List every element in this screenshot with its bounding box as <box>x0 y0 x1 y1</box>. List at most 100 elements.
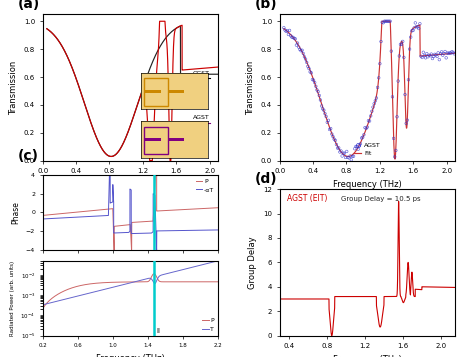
AGST <box>346 153 354 159</box>
X-axis label: Frequency (THz): Frequency (THz) <box>333 180 402 189</box>
Line: Fit: Fit <box>284 21 455 159</box>
AGST <box>333 142 340 147</box>
X-axis label: Frequency (THz): Frequency (THz) <box>96 354 165 357</box>
AGST <box>448 49 456 55</box>
Text: (d): (d) <box>255 172 278 186</box>
AGST <box>292 42 300 48</box>
AGST <box>390 136 397 141</box>
AGST <box>283 28 291 34</box>
Text: AGST (EIT): AGST (EIT) <box>287 194 327 203</box>
AGST <box>327 126 335 131</box>
AGST <box>308 70 315 76</box>
AGST <box>337 148 345 154</box>
AGST <box>384 19 392 24</box>
AGST <box>400 55 408 60</box>
AGST <box>431 51 438 57</box>
AGST <box>388 48 395 54</box>
AGST <box>419 49 427 55</box>
AGST <box>310 77 318 83</box>
AGST <box>297 48 305 54</box>
AGST <box>438 49 446 55</box>
AGST <box>424 54 432 60</box>
AGST <box>338 153 346 159</box>
AGST <box>325 117 332 123</box>
AGST <box>370 101 378 107</box>
AGST <box>389 94 396 100</box>
AGST <box>334 145 341 151</box>
AGST <box>436 57 443 62</box>
Y-axis label: Radiated Power (arb. units): Radiated Power (arb. units) <box>10 261 15 336</box>
X-axis label: Frequency (THz): Frequency (THz) <box>96 180 165 189</box>
AGST <box>335 145 343 151</box>
AGST <box>294 40 301 46</box>
Fit <box>379 19 385 24</box>
AGST <box>295 44 302 50</box>
AGST <box>289 35 297 40</box>
Fit <box>382 19 388 24</box>
AGST <box>373 95 380 101</box>
AGST <box>300 51 307 56</box>
AGST <box>366 118 374 124</box>
AGST <box>369 104 377 110</box>
AGST <box>411 20 419 26</box>
AGST <box>291 35 298 41</box>
AGST <box>445 50 452 56</box>
AGST <box>375 75 383 81</box>
Fit <box>311 79 317 84</box>
AGST <box>432 52 440 58</box>
AGST <box>311 80 319 85</box>
AGST <box>381 19 388 24</box>
Text: Group Delay = 10.5 ps: Group Delay = 10.5 ps <box>341 196 420 202</box>
Fit <box>281 26 287 31</box>
AGST <box>434 50 442 56</box>
AGST <box>364 124 371 130</box>
AGST <box>319 106 327 112</box>
AGST <box>393 114 401 120</box>
Text: CGST: CGST <box>193 71 210 76</box>
AGST <box>406 46 413 52</box>
AGST <box>428 51 435 57</box>
AGST <box>374 85 382 90</box>
AGST <box>304 64 311 69</box>
AGST <box>449 50 457 55</box>
AGST <box>409 27 417 33</box>
Fit <box>392 157 398 161</box>
AGST <box>350 154 357 159</box>
AGST <box>410 25 418 31</box>
AGST <box>284 32 292 37</box>
AGST <box>447 50 455 56</box>
AGST <box>442 55 450 61</box>
AGST <box>385 19 393 24</box>
AGST <box>368 109 376 114</box>
AGST <box>347 157 355 163</box>
AGST <box>281 27 289 33</box>
AGST <box>353 144 361 150</box>
Fit <box>410 26 416 30</box>
AGST <box>401 92 409 97</box>
AGST <box>439 52 447 58</box>
AGST <box>341 150 348 156</box>
AGST <box>330 136 338 142</box>
AGST <box>367 113 374 119</box>
AGST <box>425 52 433 58</box>
AGST <box>446 50 454 56</box>
AGST <box>422 55 429 61</box>
AGST <box>408 28 416 34</box>
AGST <box>399 39 407 44</box>
Y-axis label: Transmission: Transmission <box>246 60 255 115</box>
AGST <box>356 143 363 149</box>
AGST <box>352 144 360 149</box>
Text: AGST: AGST <box>193 115 210 120</box>
AGST <box>288 34 296 40</box>
AGST <box>336 149 344 155</box>
AGST <box>280 25 288 31</box>
Text: (c): (c) <box>18 149 39 163</box>
AGST <box>351 146 358 152</box>
AGST <box>312 84 319 89</box>
AGST <box>376 61 383 66</box>
AGST <box>286 27 293 33</box>
AGST <box>360 132 368 137</box>
AGST <box>440 51 447 56</box>
AGST <box>378 19 386 25</box>
AGST <box>380 20 387 26</box>
